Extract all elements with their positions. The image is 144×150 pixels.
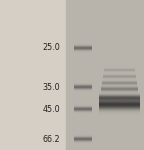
- Text: 35.0: 35.0: [43, 82, 60, 91]
- Text: 45.0: 45.0: [43, 105, 60, 114]
- Bar: [66, 0, 144, 150]
- Text: 25.0: 25.0: [43, 44, 60, 52]
- Text: 66.2: 66.2: [43, 135, 60, 144]
